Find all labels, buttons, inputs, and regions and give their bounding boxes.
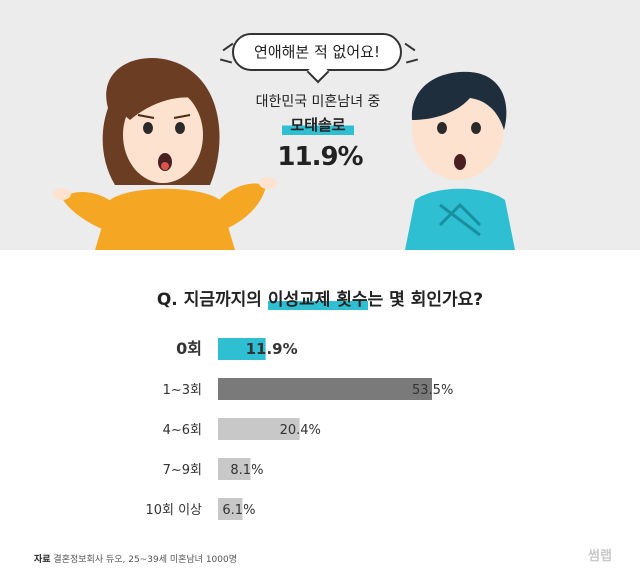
speech-bubble: 연애해본 적 없어요! <box>232 33 402 71</box>
value-label: 8.1% <box>230 463 263 478</box>
bar <box>218 338 266 360</box>
category-label: 1~3회 <box>163 383 202 398</box>
value-label: 53.5% <box>412 383 453 398</box>
question-highlight: 이성교제 횟수 <box>267 290 368 310</box>
value-label: 6.1% <box>222 503 255 518</box>
value-label: 20.4% <box>280 423 321 438</box>
woman-illustration <box>53 58 277 250</box>
source-note: 자료 결혼정보회사 듀오, 25~39세 미혼남녀 1000명 <box>34 552 237 565</box>
bar-chart: 0회 11.9% 1~3회 53.5% 4~6회 20.4% 7~9회 8.1% 10회 이상 6… <box>145 338 453 520</box>
headline-keyword: 모태솔로 <box>282 114 354 135</box>
value-label: 11.9% <box>246 340 298 358</box>
brand-logo: 썸랩 <box>588 549 612 564</box>
question-suffix: 는 몇 회인가요? <box>367 290 484 310</box>
bar <box>218 498 243 520</box>
category-label: 10회 이상 <box>145 503 202 518</box>
category-label: 7~9회 <box>163 463 202 478</box>
source-text: 결혼정보회사 듀오, 25~39세 미혼남녀 1000명 <box>50 555 237 565</box>
illustration-panel: 연애해본 적 없어요! 대한민국 미혼남녀 중 모태솔로 11.9% <box>0 0 640 250</box>
bar <box>218 378 432 400</box>
headline-subtitle: 대한민국 미혼남녀 중 <box>255 94 381 110</box>
survey-question: Q. 지금까지의 이성교제 횟수는 몇 회인가요? <box>0 285 640 310</box>
category-label: 0회 <box>176 339 202 358</box>
man-illustration <box>405 71 515 250</box>
question-prefix: Q. 지금까지의 <box>156 290 268 310</box>
bar <box>218 418 300 440</box>
headline-percentage: 11.9% <box>277 142 363 172</box>
source-label: 자료 <box>34 555 51 565</box>
category-label: 4~6회 <box>163 423 202 438</box>
bar <box>218 458 251 480</box>
